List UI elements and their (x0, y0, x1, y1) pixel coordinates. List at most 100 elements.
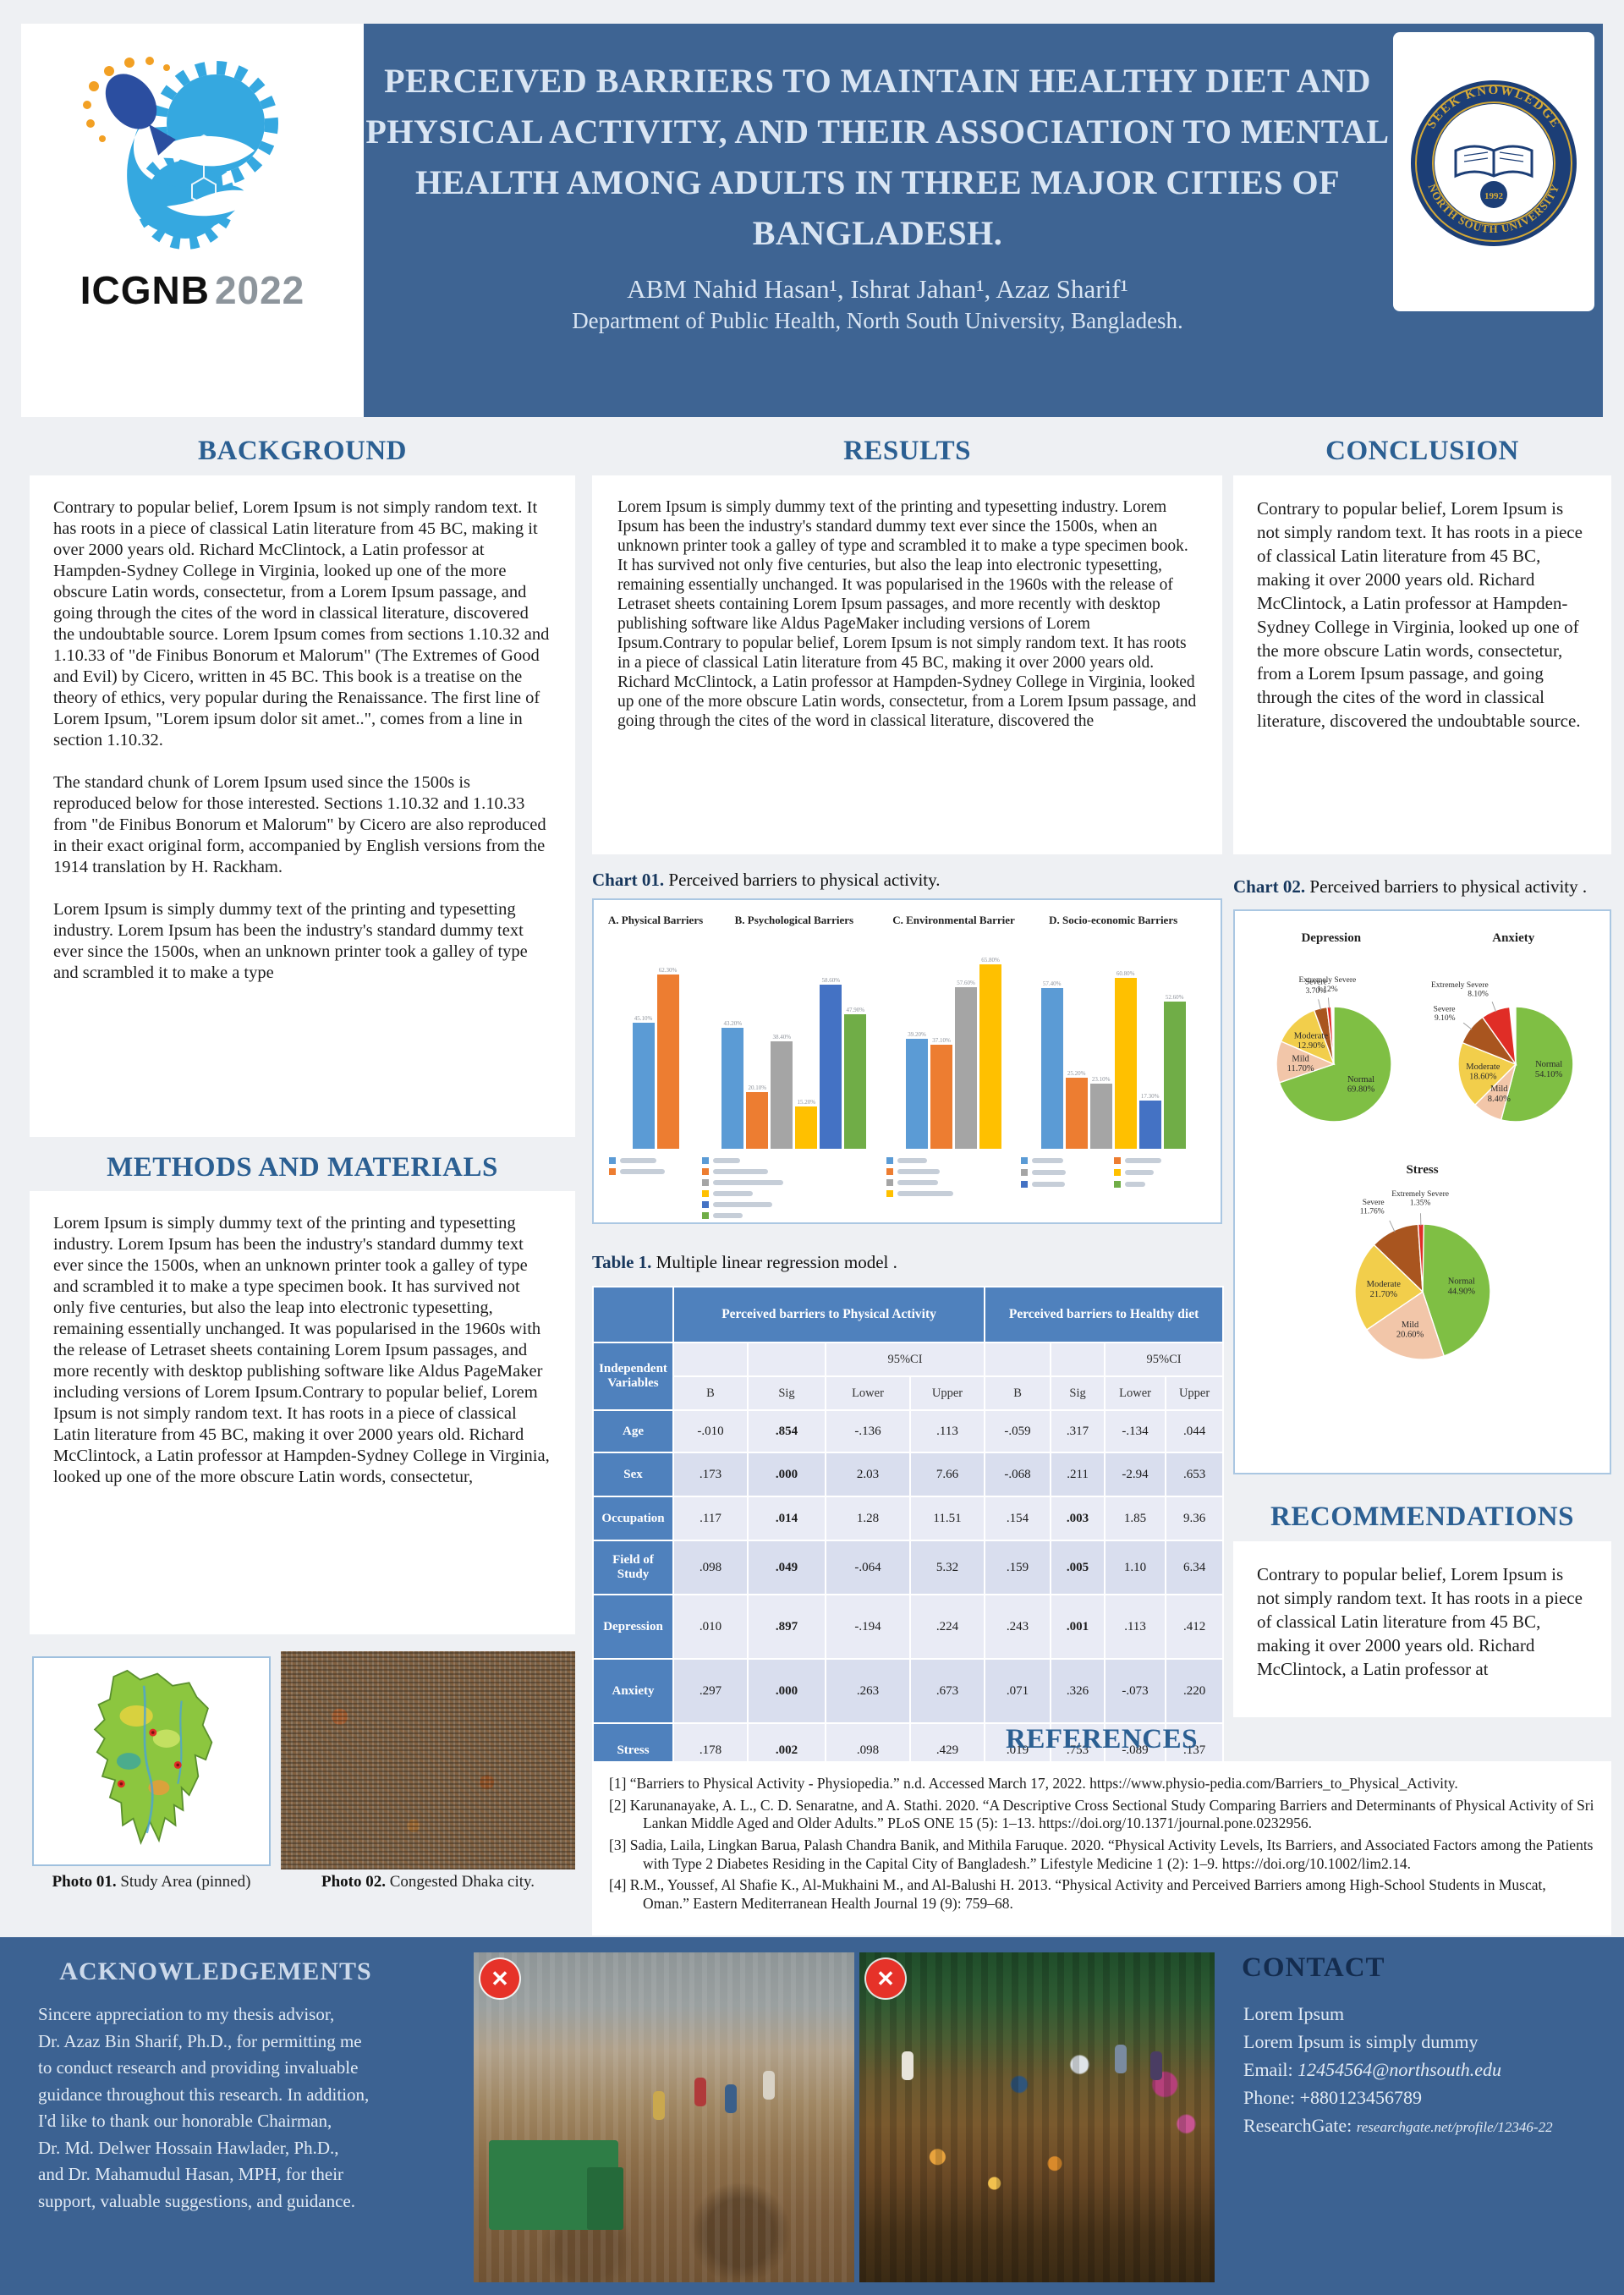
legend-text-blur (713, 1169, 768, 1174)
legend-item (1021, 1169, 1102, 1176)
legend-text-blur (1032, 1158, 1063, 1163)
legend-item (702, 1212, 783, 1219)
legend-text-blur (1032, 1182, 1065, 1187)
table-row: Independent Variables 95%CI 95%CI (592, 1342, 1225, 1411)
legend-item (886, 1157, 953, 1164)
contact-email-label: Email: (1243, 2059, 1298, 2080)
table-row: Age -.010.854 -.136.113 -.059.317 -.134.044 (592, 1409, 1225, 1453)
legend-text-blur (713, 1180, 783, 1185)
pie-depression: Depression Normal 69.80% Mild 11.70% Moderat… (1240, 931, 1423, 1161)
chart01-groups: A. Physical Barriers 45.10% 62.30% B. Psych… (608, 914, 1205, 1219)
chart02-pie-charts: Depression Normal 69.80% Mild 11.70% Moderat… (1233, 909, 1611, 1474)
logo-text-main: ICGNB (80, 268, 210, 312)
bar-value-label: 65.80% (981, 957, 1000, 964)
background-card: Contrary to popular belief, Lorem Ipsum … (30, 475, 575, 1137)
legend-swatch-icon (886, 1168, 893, 1175)
university-seal-panel: SEEK KNOWLEDGE NORTH SOUTH UNIVERSITY 19… (1393, 32, 1594, 311)
bar-group: B. Psychological Barriers 43.20% 20.10% 38.… (702, 914, 886, 1219)
legend-item (702, 1157, 783, 1164)
legend-text-blur (620, 1169, 665, 1174)
chart01-caption-text: Perceived barriers to physical activity. (664, 870, 941, 890)
legend-item (886, 1179, 953, 1186)
bar-value-label: 37.10% (932, 1037, 951, 1044)
bar (771, 1041, 793, 1149)
heading-results: RESULTS (843, 436, 971, 466)
bar-value-label: 15.20% (797, 1099, 816, 1106)
pie-stress-svg: Normal 44.90% Mild 20.60% Moderate 21.70% Seve… (1353, 1190, 1491, 1360)
legend-swatch-icon (1021, 1169, 1029, 1176)
legend-swatch-icon (1114, 1181, 1122, 1188)
bar-group: D. Socio-economic Barriers 57.40% 25.20% 23… (1021, 914, 1205, 1188)
legend-swatch-icon (702, 1168, 709, 1175)
references-list: [1] “Barriers to Physical Activity - Phy… (609, 1775, 1594, 1913)
legend-swatch-icon (702, 1201, 709, 1208)
regression-table: Perceived barriers to Physical Activity P… (592, 1286, 1225, 1778)
bar (656, 975, 679, 1149)
legend-text-blur (713, 1213, 743, 1218)
person-shape (1150, 2051, 1163, 2080)
bar-value-label: 38.40% (772, 1034, 792, 1040)
legend-item (886, 1168, 953, 1175)
bar (632, 1023, 655, 1149)
reference-item: [2] Karunanayake, A. L., C. D. Senaratne… (609, 1796, 1594, 1832)
photo-study-area-map (32, 1656, 271, 1866)
legend-text-blur (713, 1158, 740, 1163)
person-shape (694, 2078, 706, 2107)
seal-year: 1992 (1484, 191, 1504, 201)
results-text: Lorem Ipsum is simply dummy text of the … (617, 498, 1197, 730)
legend-item (886, 1190, 953, 1197)
footer-photo-road-construction: ✕ (474, 1952, 854, 2282)
legend-swatch-icon (702, 1157, 709, 1164)
bar (1040, 988, 1063, 1149)
photo2-caption: Photo 02. Congested Dhaka city. (281, 1873, 575, 1891)
legend-swatch-icon (886, 1179, 893, 1186)
contact-line2: Lorem Ipsum is simply dummy (1243, 2031, 1479, 2052)
legend-item (609, 1157, 665, 1164)
heading-references: REFERENCES (1006, 1724, 1198, 1754)
bar-value-label: 17.30% (1140, 1093, 1160, 1100)
legend-swatch-icon (609, 1168, 616, 1175)
legend-item (702, 1168, 783, 1175)
pie-anxiety-svg: Normal 54.10% Mild 8.40%Moderate 18.60% Sever… (1431, 981, 1574, 1123)
header-band: ICGNB 2022 PERCEIVED BARRIERS TO MAINTAIN… (21, 24, 1603, 417)
bar (1138, 1101, 1161, 1149)
regression-table-body: Perceived barriers to Physical Activity P… (592, 1286, 1225, 1778)
bar (746, 1092, 769, 1149)
acknowledgements-text: Sincere appreciation to my thesis adviso… (38, 2004, 370, 2211)
close-icon: ✕ (866, 1959, 905, 1998)
bar-value-label: 43.20% (723, 1020, 743, 1027)
table1-caption-text: Multiple linear regression model . (651, 1252, 897, 1272)
legend-swatch-icon (1021, 1157, 1029, 1164)
legend-item (702, 1190, 783, 1197)
table-row: Depression .010.897 -.194.224.243.001.113.… (592, 1594, 1225, 1660)
book-icon (1454, 145, 1533, 178)
legend-item (1021, 1181, 1102, 1188)
bars-area: 43.20% 20.10% 38.40% 15.20% 58.60% 47.90% (721, 936, 867, 1149)
contact-email-row: Email: 12454564@northsouth.edu (1243, 2056, 1607, 2084)
conclusion-card: Contrary to popular belief, Lorem Ipsum … (1233, 475, 1611, 854)
chart02-caption-text: Perceived barriers to physical activity … (1305, 876, 1588, 897)
legend-item (1021, 1157, 1102, 1164)
heading-contact: CONTACT (1242, 1952, 1385, 1983)
legend-item (702, 1179, 783, 1186)
bars-area: 57.40% 25.20% 23.10% 60.80% 17.30% 52.60% (1040, 936, 1186, 1149)
legend-item (609, 1168, 665, 1175)
table-row: Field of Study .098.049 -.064 5.32.159.005 1… (592, 1540, 1225, 1595)
heading-acknowledgements: ACKNOWLEDGEMENTS (59, 1957, 372, 1985)
bar (955, 987, 977, 1149)
bar-legend (702, 1157, 783, 1219)
legend-item (1114, 1169, 1195, 1176)
map-pin-icons (117, 1728, 182, 1788)
legend-text-blur (1125, 1182, 1146, 1187)
person-shape (763, 2071, 775, 2100)
photo1-caption-text: Study Area (pinned) (116, 1873, 251, 1891)
bar (930, 1045, 952, 1149)
bar-legend (1021, 1157, 1205, 1188)
legend-text-blur (713, 1191, 754, 1196)
